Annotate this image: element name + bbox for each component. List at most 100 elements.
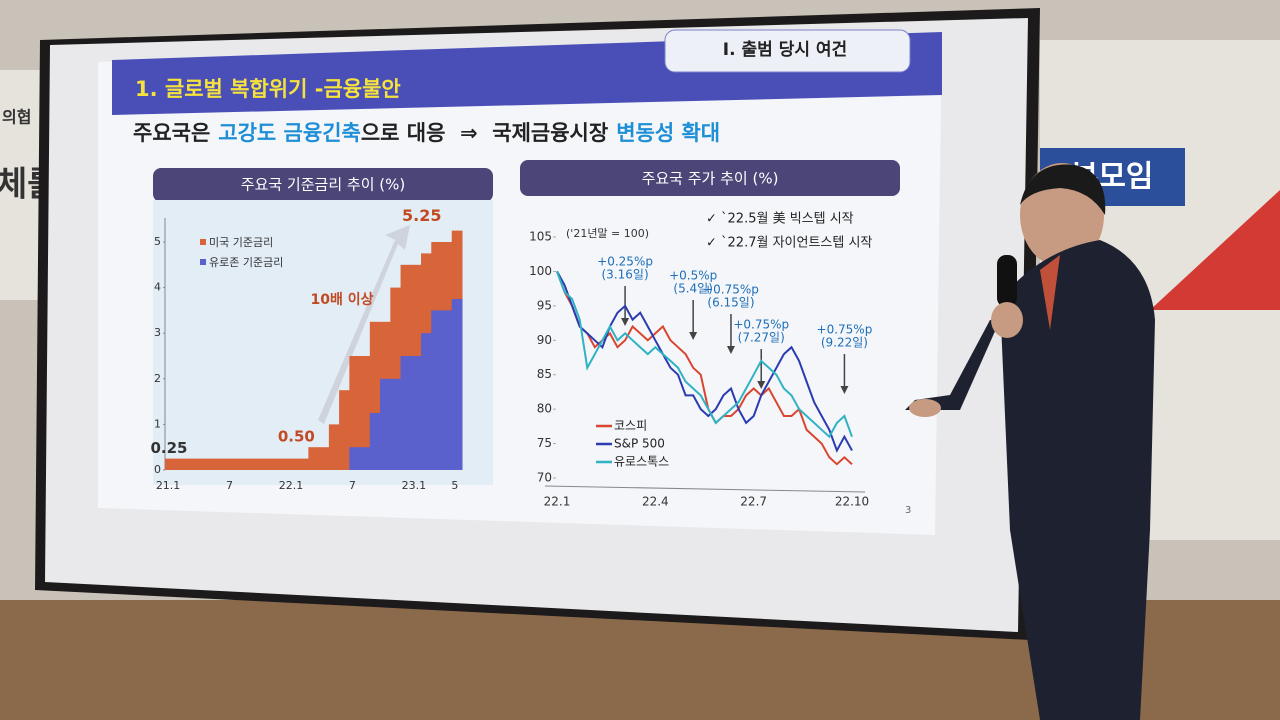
x-tick-label: 22.7 [740,495,767,509]
section-tab [664,29,911,73]
step-bar [205,458,217,470]
step-bar [380,378,391,470]
note: ✓ `22.5월 美 빅스텝 시작 [706,212,854,227]
y-tick-label: 5 [154,235,161,248]
x-tick-label: 7 [226,479,233,492]
step-bar [441,310,453,470]
arrow-head [726,346,735,354]
y-tick-label: 80 [537,402,552,416]
x-tick-label: 22.1 [544,495,571,509]
legend-label: 유로존 기준금리 [209,256,283,269]
legend-label: 코스피 [614,419,647,433]
headline-part: 주요국은 [133,121,210,145]
arrow-head [689,332,698,340]
chart-title: 주요국 주가 추이 (%) [642,170,779,188]
arrow-head [840,386,849,394]
annotation: +0.25%p [597,255,653,269]
y-tick-label: 0 [154,463,161,476]
y-tick-label: 2 [154,372,161,385]
annotation: (3.16일) [602,268,649,282]
y-tick-label: 75 [537,436,552,450]
sign-text: 의협 [2,108,31,127]
step-bar [226,458,238,470]
step-bar [431,310,443,470]
stock-chart: 70 75 80 85 90 95 100 105 22.1 22.4 22.7 22.10 ('21년… [529,212,872,509]
x-tick-label: 22.1 [279,479,304,492]
annotation: (7.27일) [738,331,785,345]
arrow-head [621,318,630,326]
value-label: 5.25 [402,206,441,225]
legend-label: 유로스톡스 [614,455,669,469]
rate-chart: 0 1 2 3 4 5 21.1 7 22.1 7 23.1 5 0.25 0.50 5.25 미국 기준금리… [150,206,463,492]
step-bar [185,458,197,470]
step-bar [369,321,381,470]
line [556,271,853,439]
headline-part: 으로 대응 ⇒ 국제금융시장 [361,121,608,145]
step-bar [400,356,412,470]
arrow-head [757,381,766,389]
subtitle: ('21년말 = 100) [566,227,649,240]
annotation: +0.75%p [733,318,789,332]
arrow [318,225,410,424]
annotation: 10배 이상 [311,291,374,308]
step-bar [410,356,422,470]
headline-part: 고강도 금융긴축 [218,121,361,145]
x-tick-label: 21.1 [156,479,181,492]
y-tick-label: 100 [529,264,552,278]
step-bar [216,458,227,470]
step-bar [349,447,361,470]
value-label: 0.25 [150,439,187,457]
x-axis [544,485,866,493]
step-bar [369,413,381,470]
legend-label: S&P 500 [614,437,665,451]
step-bar [298,458,309,470]
annotation: (5.4일) [673,282,713,296]
annotation: +0.75%p [817,323,873,337]
headline-part: 변동성 확대 [616,121,720,145]
slide-title: 1. 글로벌 복합위기 -금융불안 [135,77,401,101]
legend-swatch [200,239,206,245]
x-tick-label: 7 [349,479,356,492]
step-bar [175,458,186,470]
annotation: +0.5%p [669,269,717,283]
annotation: (6.15일) [707,296,754,310]
step-bar [287,458,299,470]
panel-header [153,168,493,202]
y-tick-label: 85 [537,367,552,381]
step-bar [421,333,432,470]
page-number: 3 [905,505,911,516]
step-bar [195,458,207,470]
note: ✓ `22.7월 자이언트스텝 시작 [706,236,872,251]
step-bar [318,447,330,470]
legend-swatch [200,259,206,265]
annotation: +0.75%p [703,283,759,297]
step-bar [236,458,248,470]
step-bar [339,390,350,470]
step-bar [451,299,463,470]
step-bar [267,458,279,470]
y-tick-label: 105 [529,230,552,244]
step-bar [359,356,371,470]
x-tick-label: 23.1 [402,479,427,492]
x-tick-label: 22.10 [835,495,869,509]
legend-label: 미국 기준금리 [209,236,273,249]
value-label: 0.50 [278,428,315,446]
y-tick-label: 1 [154,417,161,430]
step-bar [328,424,340,470]
step-bar [246,458,258,470]
step-bar [277,458,289,470]
step-bar [257,458,268,470]
section-label: I. 출범 당시 여건 [723,40,847,60]
x-tick-label: 22.4 [642,495,669,509]
step-bar [308,447,320,470]
annotation: (9.22일) [821,336,868,350]
red-triangle [1150,190,1280,310]
headline: 주요국은 고강도 금융긴축으로 대응 ⇒ 국제금융시장 변동성 확대 [133,121,720,145]
y-tick-label: 4 [154,281,161,294]
step-bar [165,458,176,470]
line [556,270,853,453]
step-bar [390,378,402,470]
y-tick-label: 70 [537,471,552,485]
speaker [905,163,1155,720]
